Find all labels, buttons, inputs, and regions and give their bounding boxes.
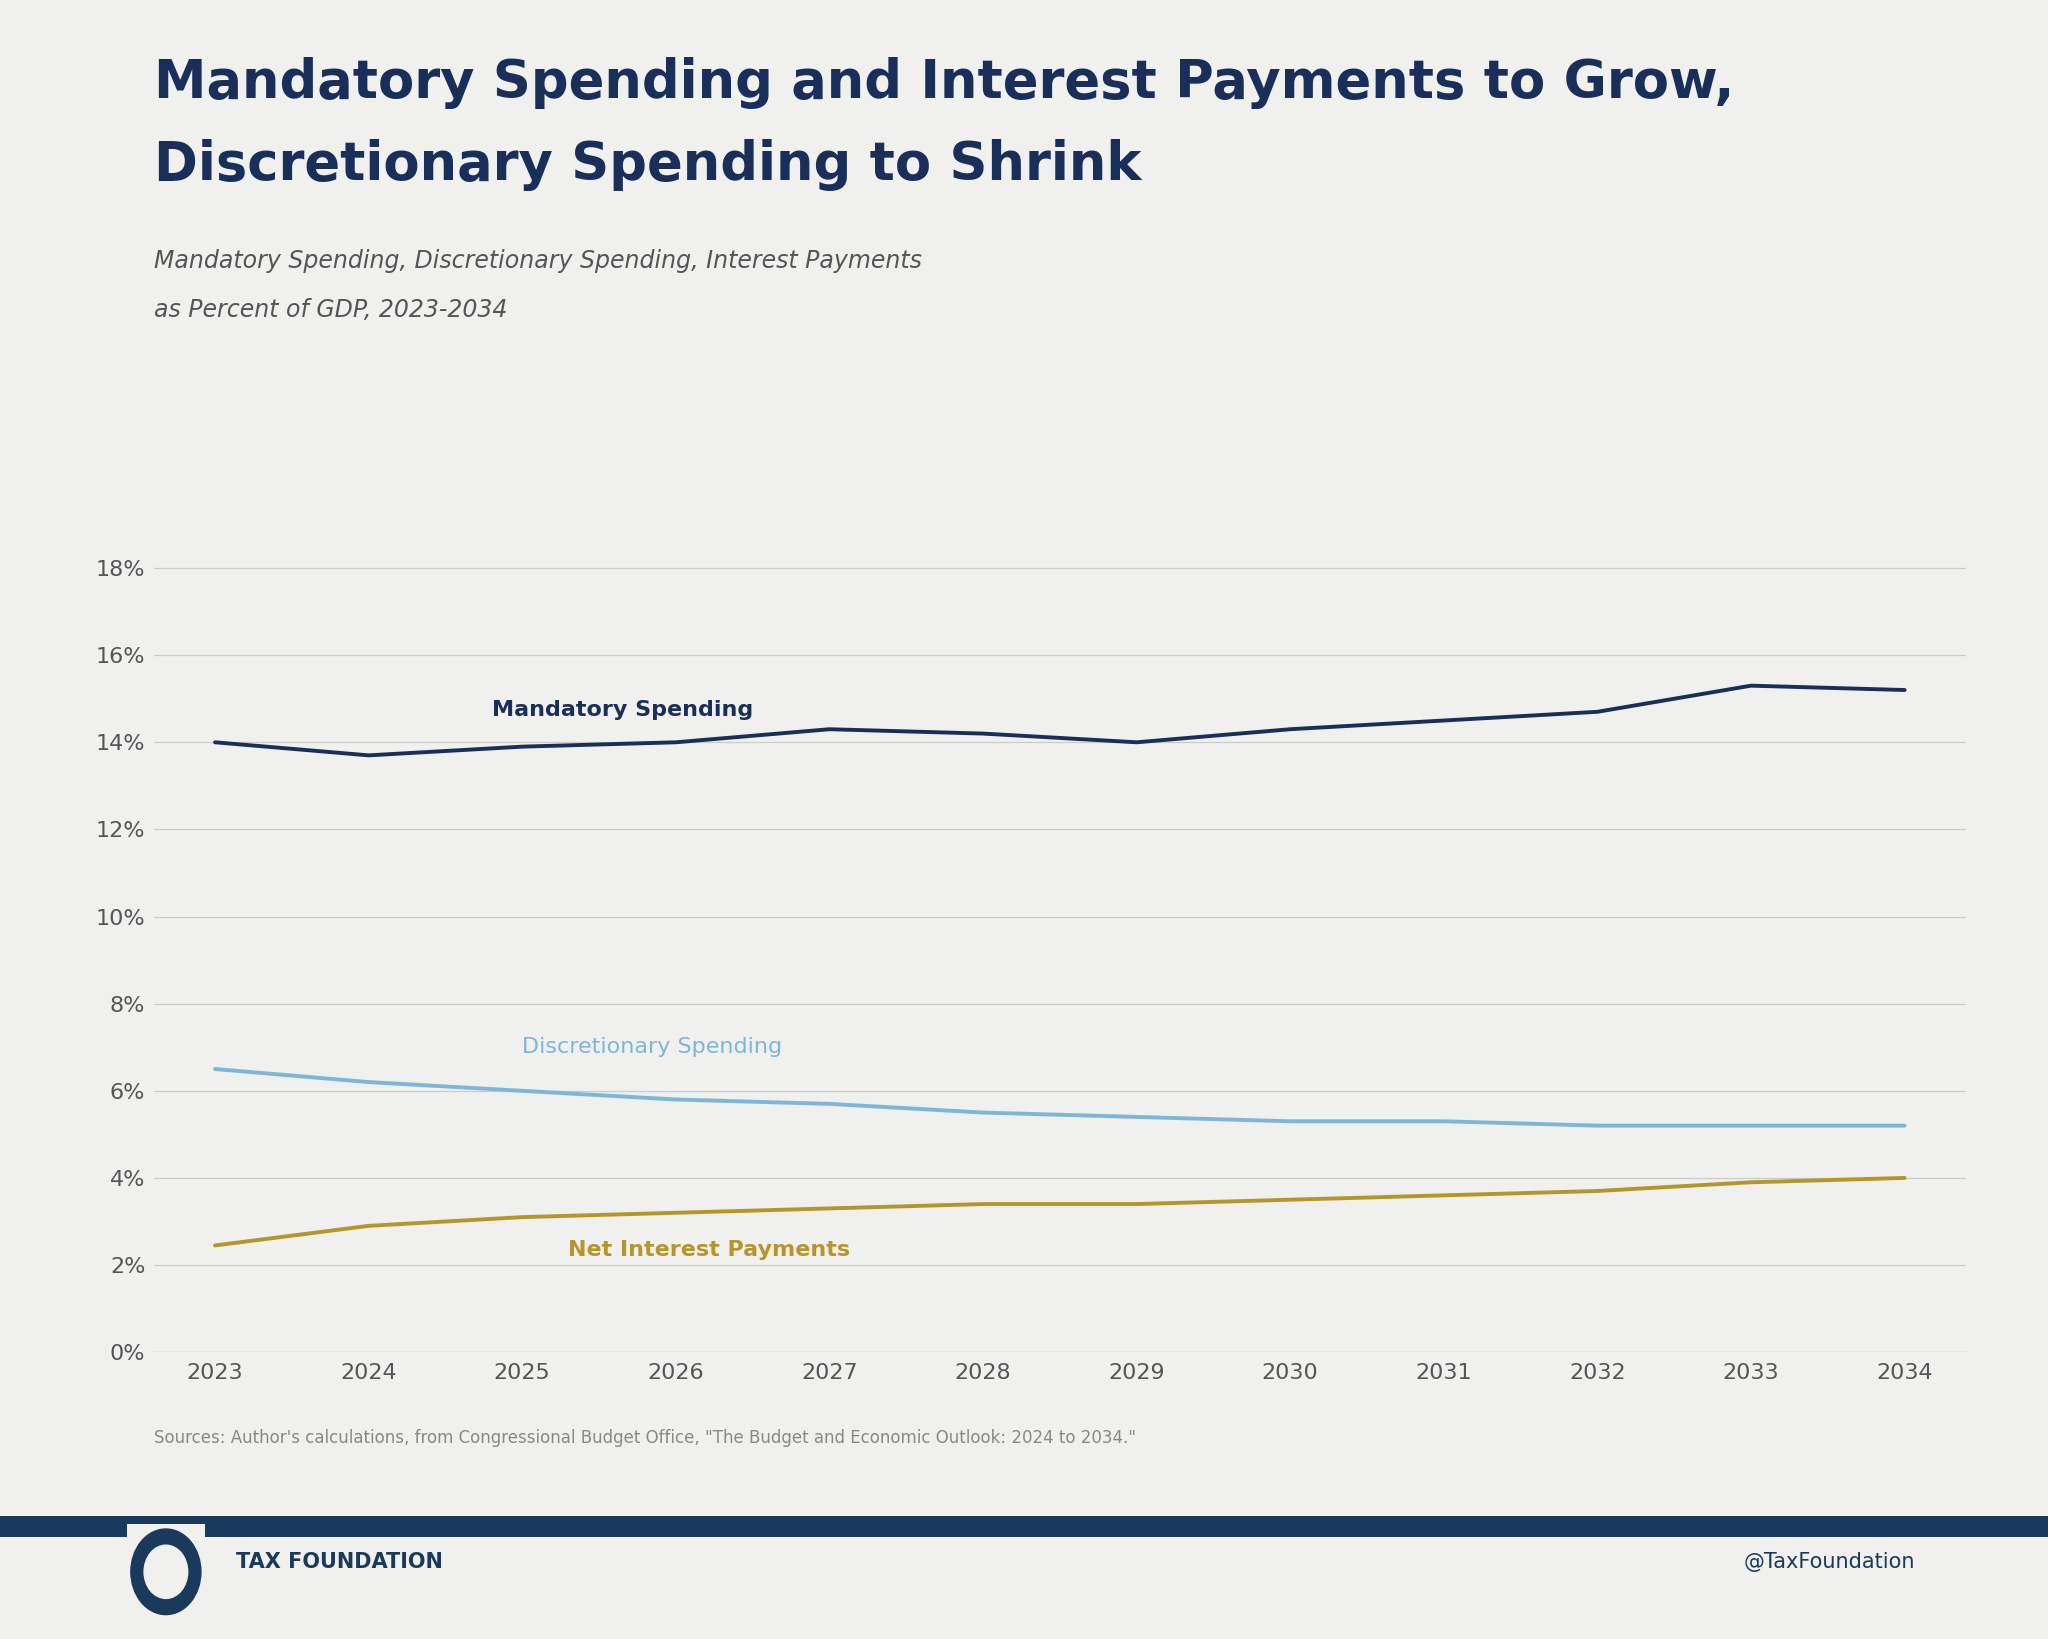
Text: Mandatory Spending and Interest Payments to Grow,: Mandatory Spending and Interest Payments… <box>154 57 1735 110</box>
Text: Sources: Author's calculations, from Congressional Budget Office, "The Budget an: Sources: Author's calculations, from Con… <box>154 1429 1135 1447</box>
Circle shape <box>143 1546 188 1598</box>
Text: Net Interest Payments: Net Interest Payments <box>567 1239 850 1260</box>
Circle shape <box>131 1529 201 1614</box>
Text: Discretionary Spending: Discretionary Spending <box>522 1037 782 1057</box>
Text: TAX FOUNDATION: TAX FOUNDATION <box>236 1552 442 1572</box>
Text: @TaxFoundation: @TaxFoundation <box>1743 1552 1915 1572</box>
Text: Mandatory Spending, Discretionary Spending, Interest Payments: Mandatory Spending, Discretionary Spendi… <box>154 249 922 274</box>
Text: as Percent of GDP, 2023-2034: as Percent of GDP, 2023-2034 <box>154 298 508 323</box>
Text: Discretionary Spending to Shrink: Discretionary Spending to Shrink <box>154 139 1141 192</box>
Text: Mandatory Spending: Mandatory Spending <box>492 700 754 720</box>
